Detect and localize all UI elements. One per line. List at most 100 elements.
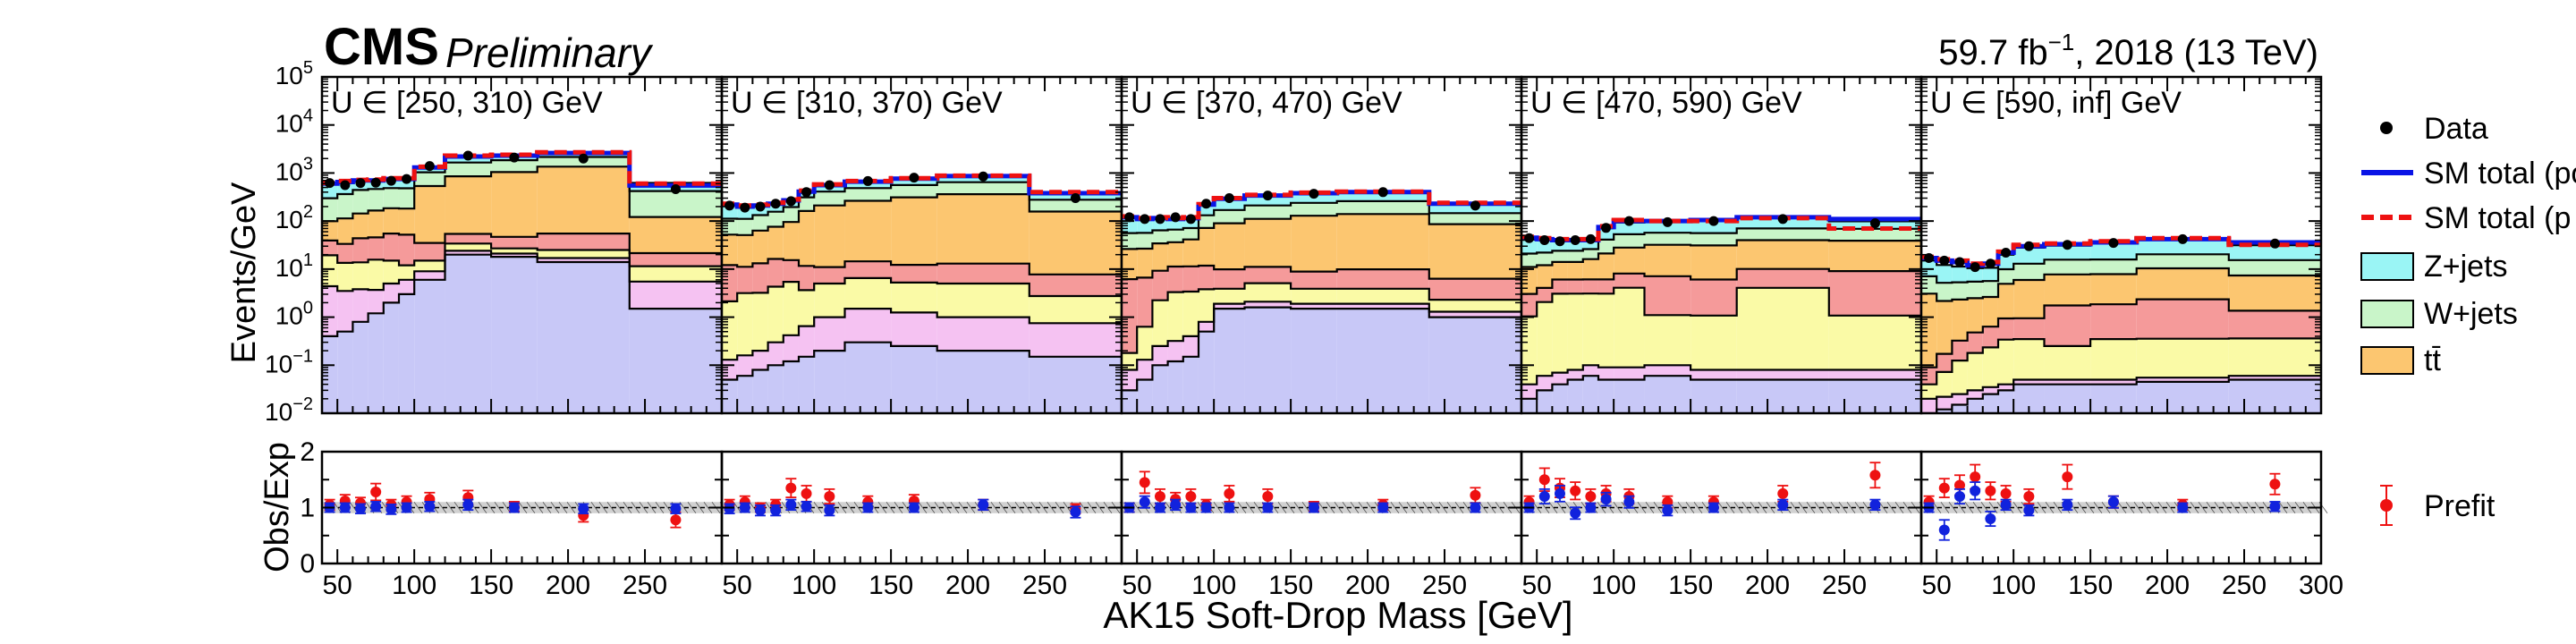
bar-yellow-comp-bin-8 [1291,288,1337,304]
bar-wjets-bin-2 [1152,230,1168,244]
bar-lavender-comp-bin-10 [1029,356,1122,413]
bar-red-comp-bin-2 [1952,340,1968,361]
bar-lavender-comp-bin-9 [1336,309,1429,413]
ratio-tick-label: 1 [300,494,315,523]
bar-lavender-comp-bin-4 [1982,394,1998,413]
bar-yellow-comp-bin-7 [844,277,892,309]
bar-wjets-bin-6 [2013,263,2045,280]
x-tick-label: 200 [546,571,590,600]
band-hatch [1677,502,1687,513]
bar-pink-comp-bin-6 [1614,367,1645,380]
bar-ttbar-bin-2 [352,213,369,239]
bar-red-comp-bin-9 [936,263,1030,284]
bar-znunu-bin-4 [1982,267,1998,282]
bar-wjets-bin-7 [844,188,892,201]
bar-znunu-bin-5 [1997,254,2014,269]
bar-yellow-comp-bin-8 [891,282,937,313]
bar-yellow-comp-bin-5 [1597,293,1614,368]
bar-lavender-comp-bin-10 [629,309,722,413]
bar-wjets-bin-9 [1336,200,1429,215]
bar-pink-comp-bin-4 [1182,335,1199,357]
bar-lavender-comp-bin-4 [383,302,399,413]
bar-znunu-bin-9 [2136,240,2229,255]
band-hatch [2085,502,2095,513]
band-hatch [934,502,944,513]
bar-pink-comp-bin-9 [936,317,1030,352]
data-point [1539,235,1550,246]
postfit-ratio-point [1262,502,1274,513]
bar-wjets-bin-0 [322,198,338,222]
band-hatch [1806,502,1816,513]
bar-ttbar-bin-10 [629,216,722,254]
bar-pink-comp-bin-7 [2044,379,2091,385]
data-point [824,180,835,191]
postfit-ratio-point [670,503,682,514]
bar-ttbar-bin-2 [1152,243,1168,271]
bar-pink-comp-bin-3 [368,290,384,314]
bar-red-comp-bin-0 [1521,293,1538,317]
band-hatch [1838,502,1848,513]
band-hatch [703,502,713,513]
bar-wjets-bin-3 [1967,281,1983,299]
bar-wjets-bin-1 [337,194,353,219]
bar-red-comp-bin-1 [337,243,353,263]
x-tick-label: 250 [1822,571,1867,600]
bar-wjets-bin-4 [783,207,799,223]
band-hatch [1430,502,1440,513]
x-tick-label: 100 [792,571,836,600]
bar-red-comp-bin-4 [1982,326,1998,348]
band-hatch [781,502,791,513]
bar-wjets-bin-10 [1428,213,1521,225]
bar-yellow-comp-bin-8 [2090,339,2137,380]
bar-yellow-comp-bin-4 [383,260,399,284]
bar-red-comp-bin-3 [1967,332,1983,353]
bar-znunu-bin-1 [1137,219,1153,233]
bar-pink-comp-bin-4 [383,284,399,303]
bar-yellow-comp-bin-10 [2228,338,2321,377]
bar-pink-comp-bin-10 [629,281,722,309]
bar-pink-comp-bin-2 [1552,372,1568,385]
bar-ttbar-bin-1 [1936,301,1953,354]
x-tick-label: 200 [1745,571,1790,600]
lumi-exponent: −1 [2048,29,2075,55]
band-hatch [1741,502,1751,513]
band-hatch [1342,502,1352,513]
bar-pink-comp-bin-10 [1828,369,1921,380]
panel-4: U ∈ [470, 590) GeV 50 100 150 200 250 [1520,75,1928,600]
band-hatch [2206,502,2216,513]
bar-yellow-comp-bin-4 [1582,293,1598,366]
stack-outline-wjets [1521,227,1921,255]
bar-znunu-bin-3 [1567,241,1583,251]
x-tick-label: 250 [1022,571,1067,600]
bar-lavender-comp-bin-0 [722,379,738,413]
band-hatch [1390,502,1400,513]
bar-yellow-comp-bin-7 [2044,345,2091,380]
panel-label: U ∈ [590, inf] GeV [1930,86,2182,120]
band-hatch [813,502,823,513]
bar-wjets-bin-1 [1936,283,1953,301]
bar-wjets-bin-3 [368,189,384,211]
postfit-ratio-point [2000,499,2012,511]
band-hatch [647,502,657,513]
band-hatch [679,502,689,513]
bar-pink-comp-bin-2 [1952,394,1968,405]
y-tick-label: 10−1 [265,346,313,377]
postfit-ratio-point [2107,496,2119,508]
postfit-ratio-point [1377,502,1389,513]
ratio-y-axis: 0 1 2 [300,437,315,579]
bar-yellow-comp-bin-1 [1537,301,1553,377]
axis-labels: Events/GeV Obs/Exp AK15 Soft-Drop Mass [… [225,182,1573,636]
legend-item-3: Z+jets [2360,250,2508,284]
bar-pink-comp-bin-5 [1597,367,1614,380]
band-hatch [558,502,568,513]
bar-lavender-comp-bin-5 [1597,379,1614,413]
bar-znunu-bin-7 [1244,195,1292,206]
prefit-ratio-point [824,491,835,502]
postfit-ratio-point [1662,504,1674,516]
postfit-ratio-point [1570,507,1581,519]
bar-yellow-comp-bin-7 [1644,315,1691,366]
bar-ttbar-bin-2 [752,230,768,264]
panel-label: U ∈ [310, 370) GeV [731,86,1003,120]
bar-yellow-comp-bin-2 [1552,293,1568,373]
bar-red-comp-bin-6 [2013,318,2045,340]
